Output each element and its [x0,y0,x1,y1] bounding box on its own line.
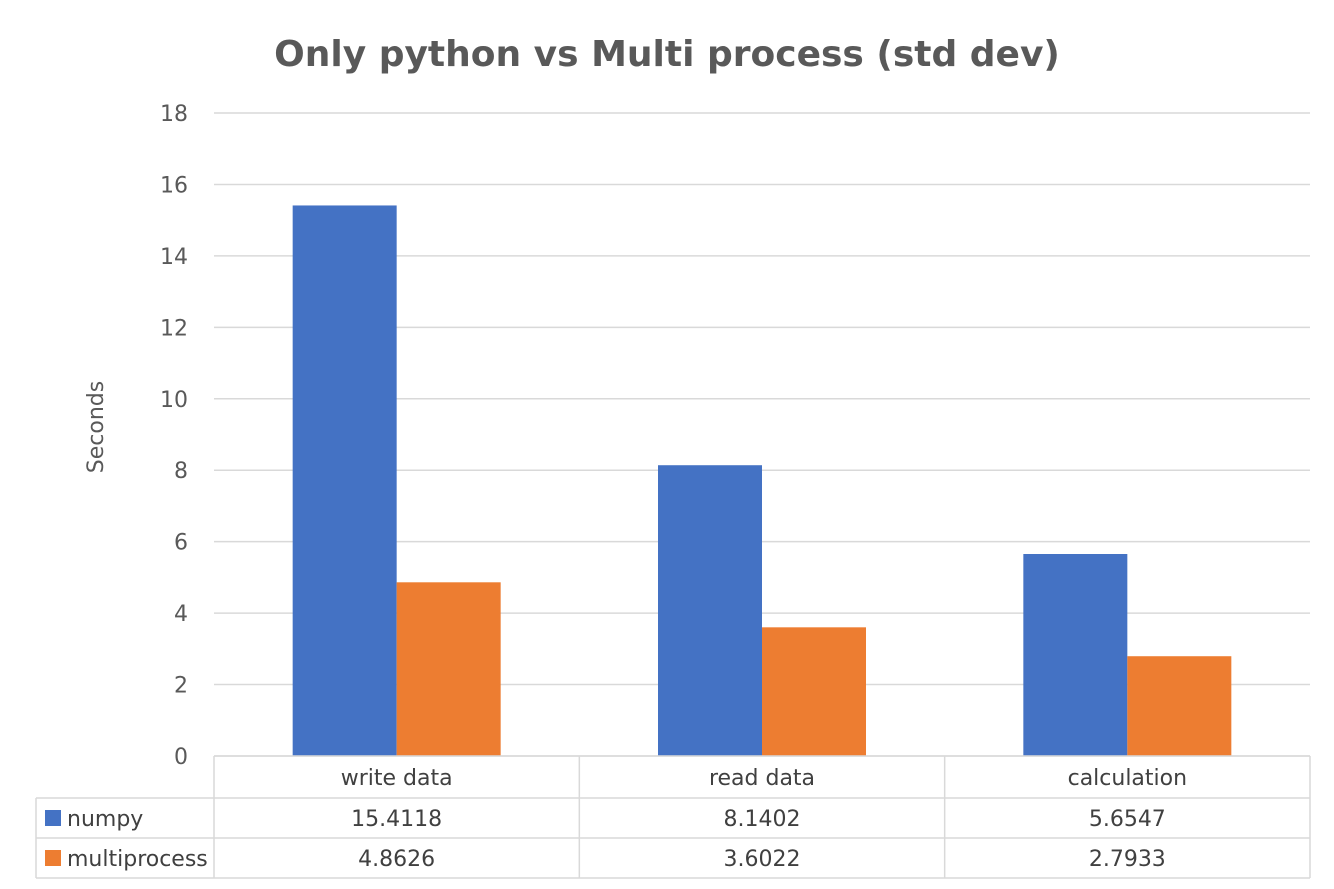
y-tick-label: 18 [160,102,188,127]
y-tick-label: 10 [160,388,188,413]
data-table-value: 15.4118 [351,807,442,832]
data-table-value: 8.1402 [724,807,801,832]
chart-title: Only python vs Multi process (std dev) [274,34,1060,75]
bar-numpy-write-data [292,205,397,757]
y-tick-label: 14 [160,245,188,270]
y-tick-label: 12 [160,316,188,341]
y-tick-label: 4 [174,602,188,627]
x-category-label: write data [341,766,453,791]
y-tick-label: 16 [160,173,188,198]
y-tick-label: 8 [174,459,188,484]
y-axis-ticks: 0 2 4 6 8 10 12 14 16 18 [160,102,188,770]
y-tick-label: 6 [174,531,188,556]
x-category-label: calculation [1068,766,1187,791]
data-table-value: 3.6022 [724,847,801,872]
legend-label-numpy: numpy [67,807,143,832]
y-tick-label: 0 [174,745,188,770]
legend-key-numpy [45,810,61,826]
legend-key-multiprocess [45,850,61,866]
bar-multiprocess-read-data [762,627,866,756]
data-table-value: 4.8626 [358,847,435,872]
bar-multiprocess-write-data [396,582,501,756]
bar-numpy-read-data [658,465,762,756]
bars [292,205,1232,757]
data-table-value: 2.7933 [1089,847,1166,872]
data-table: write data read data calculation numpy 15.41… [35,755,1311,879]
bar-numpy-calculation [1023,554,1128,756]
x-category-label: read data [709,766,815,791]
y-axis-title: Seconds [84,381,109,473]
bar-multiprocess-calculation [1127,656,1232,756]
legend-label-multiprocess: multiprocess [67,847,208,872]
y-tick-label: 2 [174,674,188,699]
data-table-value: 5.6547 [1089,807,1166,832]
